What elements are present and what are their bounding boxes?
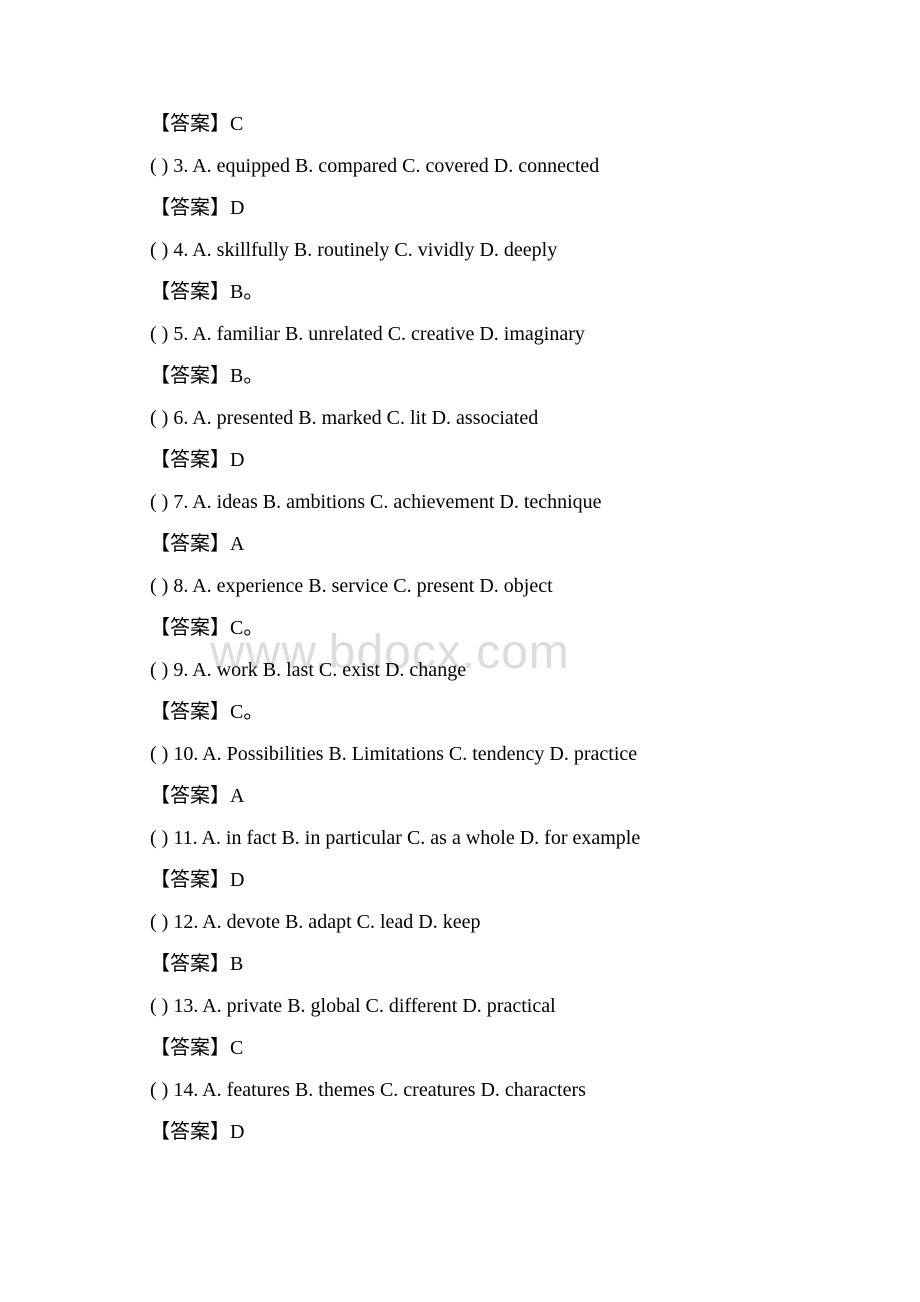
question-line: ( ) 5. A. familiar B. unrelated C. creat… [150,320,770,348]
answer-line: 【答案】A [150,782,770,810]
question-line: ( ) 7. A. ideas B. ambitions C. achievem… [150,488,770,516]
answer-line: 【答案】C。 [150,614,770,642]
question-line: ( ) 4. A. skillfully B. routinely C. viv… [150,236,770,264]
answer-line: 【答案】A [150,530,770,558]
question-line: ( ) 3. A. equipped B. compared C. covere… [150,152,770,180]
answer-line: 【答案】D [150,194,770,222]
question-line: ( ) 6. A. presented B. marked C. lit D. … [150,404,770,432]
question-line: ( ) 10. A. Possibilities B. Limitations … [150,740,770,768]
answer-line: 【答案】C。 [150,698,770,726]
question-line: ( ) 8. A. experience B. service C. prese… [150,572,770,600]
question-line: ( ) 12. A. devote B. adapt C. lead D. ke… [150,908,770,936]
answer-line: 【答案】B [150,950,770,978]
answer-line: 【答案】B。 [150,278,770,306]
answer-line: 【答案】D [150,446,770,474]
answer-line: 【答案】C [150,1034,770,1062]
answer-line: 【答案】D [150,866,770,894]
question-line: ( ) 14. A. features B. themes C. creatur… [150,1076,770,1104]
question-line: ( ) 11. A. in fact B. in particular C. a… [150,824,770,852]
answer-line: 【答案】B。 [150,362,770,390]
answer-line: 【答案】C [150,110,770,138]
answer-line: 【答案】D [150,1118,770,1146]
document-content: 【答案】C ( ) 3. A. equipped B. compared C. c… [150,110,770,1146]
question-line: ( ) 13. A. private B. global C. differen… [150,992,770,1020]
question-line: ( ) 9. A. work B. last C. exist D. chang… [150,656,770,684]
